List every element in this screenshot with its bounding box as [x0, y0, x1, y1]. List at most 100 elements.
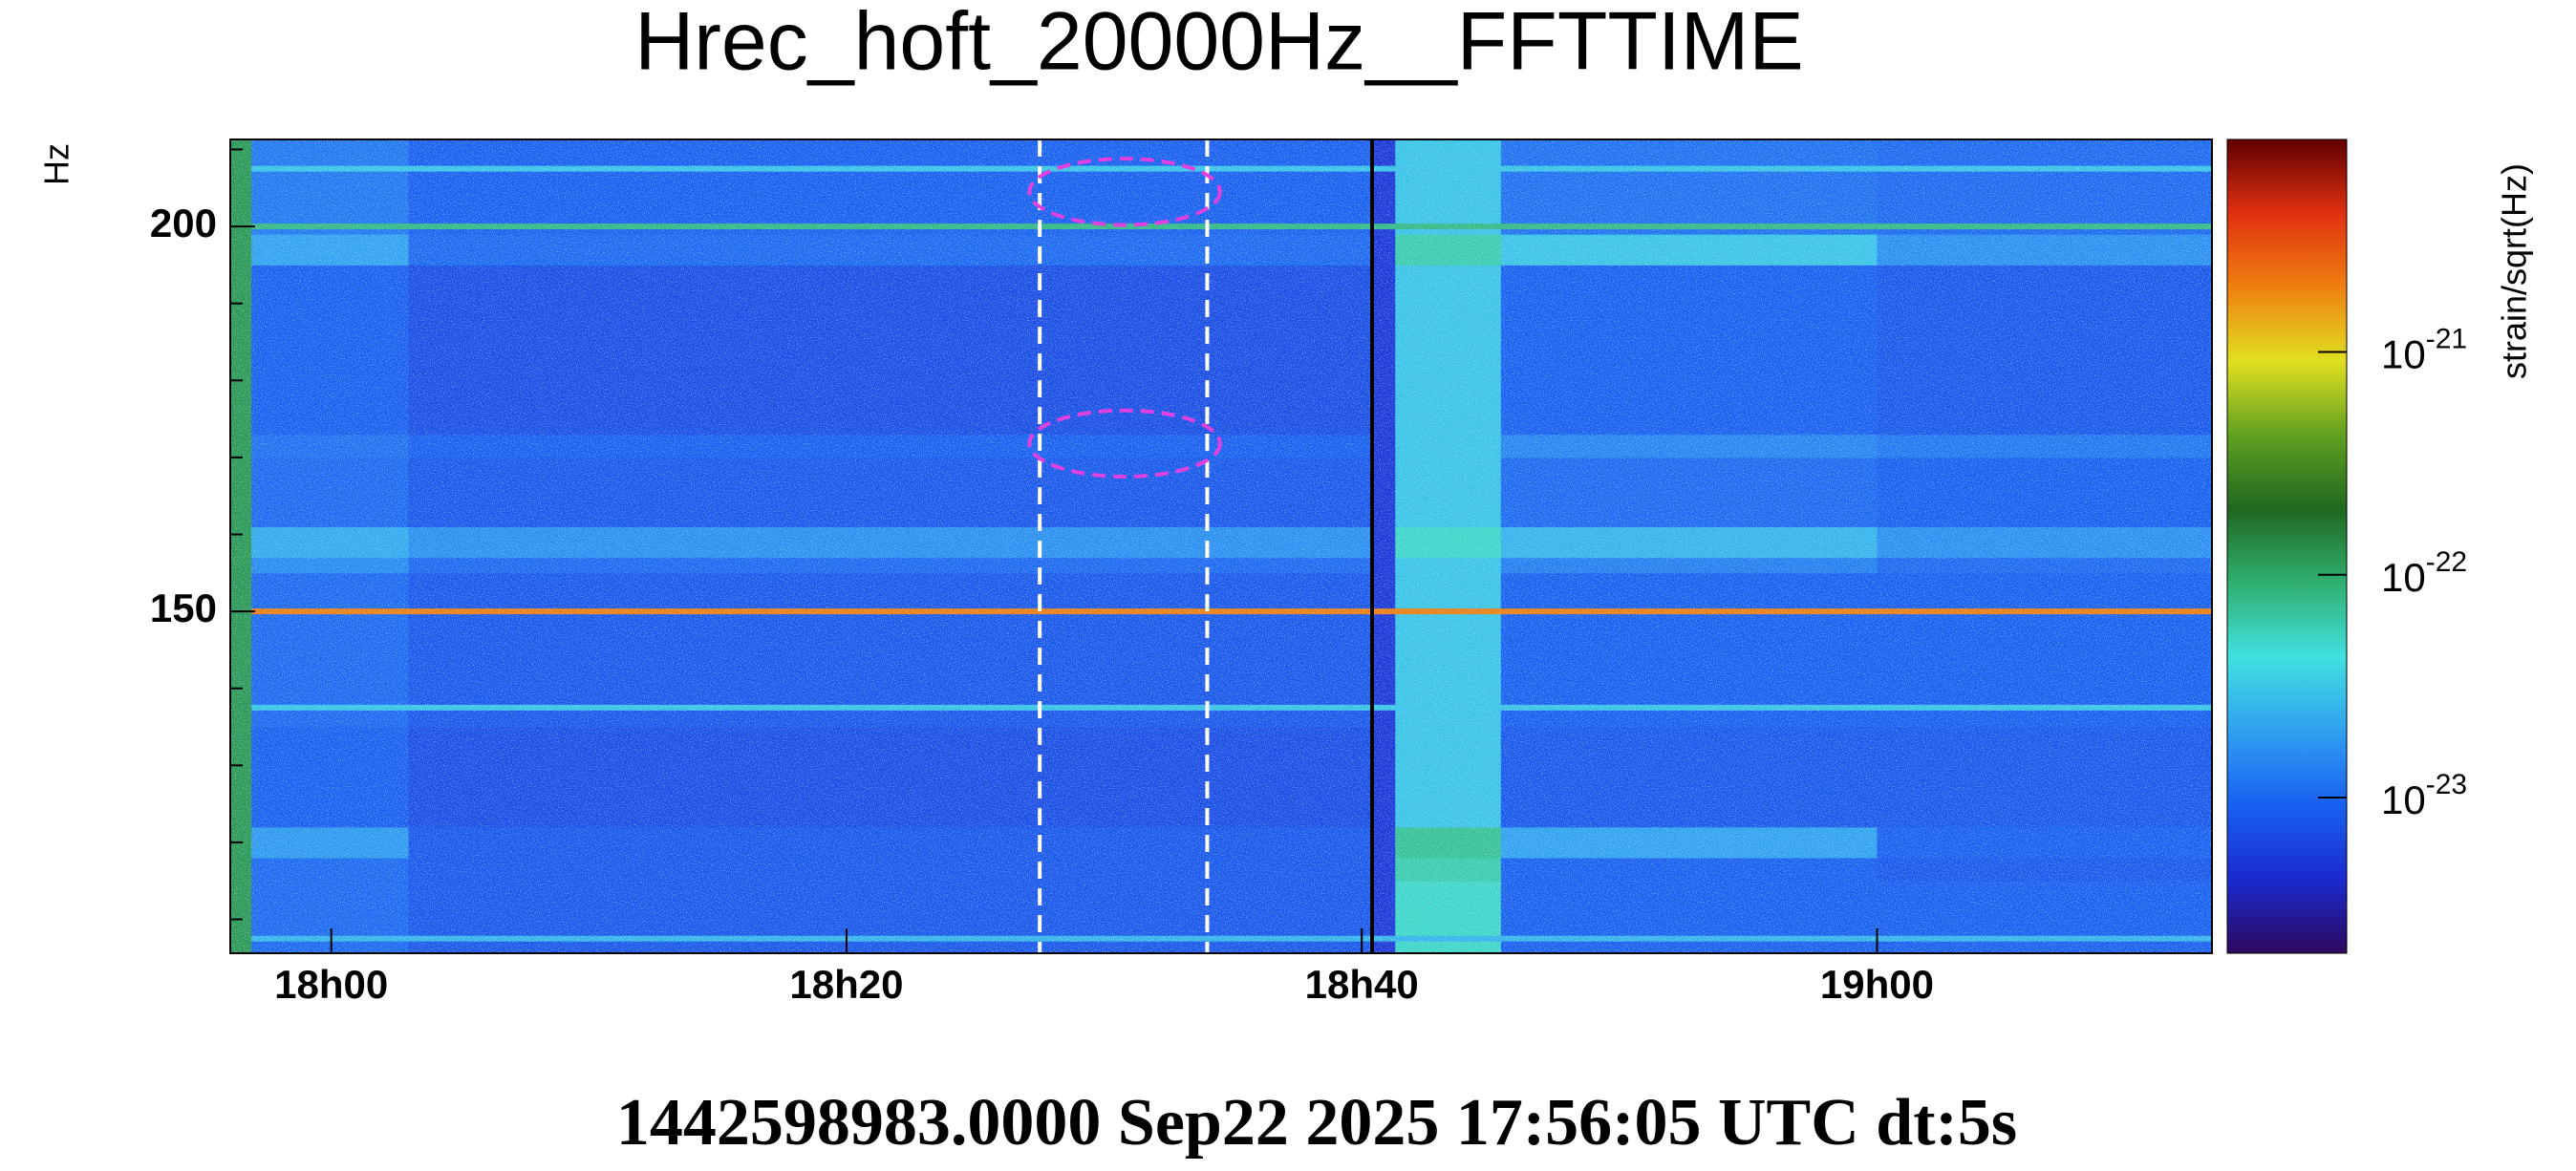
cell: [251, 434, 410, 458]
cell: [230, 234, 252, 266]
cell: [408, 727, 1373, 828]
cell: [1395, 457, 1502, 527]
cell: [251, 557, 410, 574]
spectral-line: [251, 608, 2212, 615]
cell: [1372, 526, 1396, 559]
cell: [408, 572, 1373, 728]
y-tick-label: 150: [150, 586, 217, 630]
cell: [1372, 434, 1396, 458]
cell: [1395, 826, 1502, 859]
cell: [1372, 557, 1396, 574]
spectral-line: [251, 704, 2212, 711]
footer: 1442598983.0000 Sep22 2025 17:56:05 UTC …: [616, 1086, 2017, 1160]
cell: [408, 858, 1373, 882]
colorbar-tick-label: 10-21: [2381, 323, 2467, 376]
y-axis-label: Hz: [37, 143, 76, 185]
cell: [251, 572, 410, 728]
cell: [230, 557, 252, 574]
cell: [408, 881, 1373, 953]
spectral-line: [251, 224, 2212, 230]
x-tick-label: 18h20: [789, 962, 903, 1007]
cell: [1877, 139, 2212, 235]
cell: [408, 457, 1373, 527]
plot-frame: [229, 138, 2213, 954]
cell: [1395, 881, 1502, 953]
tick-exponent: -23: [2426, 769, 2467, 800]
cell: [1500, 457, 1878, 527]
cell: [1395, 858, 1502, 882]
cell: [1500, 434, 1878, 458]
colorbar: [2226, 138, 2348, 954]
colorbar-tick-label: 10-22: [2381, 546, 2467, 600]
cell: [1395, 434, 1502, 458]
cell: [1877, 858, 2212, 882]
cell: [1395, 727, 1502, 828]
cell: [1877, 234, 2212, 266]
spectral-line: [251, 935, 2212, 942]
spectral-line: [251, 165, 2212, 172]
tick-base: 10: [2381, 777, 2426, 822]
cell: [230, 526, 252, 559]
cell: [1395, 234, 1502, 266]
cell: [1877, 727, 2212, 828]
cell: [1877, 526, 2212, 559]
cell: [1372, 234, 1396, 266]
cell: [1500, 526, 1878, 559]
cell: [408, 434, 1373, 458]
cell: [1500, 234, 1878, 266]
cell: [1372, 457, 1396, 527]
cell: [1372, 265, 1396, 436]
cell: [251, 234, 410, 266]
cell: [1877, 826, 2212, 859]
cell: [1877, 557, 2212, 574]
cell: [1395, 139, 1502, 235]
cell: [1877, 572, 2212, 728]
cell: [230, 881, 252, 953]
cell: [251, 727, 410, 828]
tick-base: 10: [2381, 332, 2426, 377]
cell: [408, 234, 1373, 266]
cell: [1877, 265, 2212, 436]
cell: [1500, 858, 1878, 882]
cell: [1372, 572, 1396, 728]
cell: [230, 139, 252, 235]
cell: [1395, 265, 1502, 436]
cell: [230, 265, 252, 436]
cell: [1372, 858, 1396, 882]
tick-base: 10: [2381, 555, 2426, 600]
cell: [251, 858, 410, 882]
marker-ellipse: [1027, 408, 1222, 479]
cell: [408, 265, 1373, 436]
x-tick-label: 18h40: [1305, 962, 1419, 1007]
cell: [408, 826, 1373, 859]
cell: [1395, 572, 1502, 728]
cell: [408, 139, 1373, 235]
cell: [251, 457, 410, 527]
x-tick-label: 18h00: [274, 962, 388, 1007]
cell: [1372, 826, 1396, 859]
cell: [251, 526, 410, 559]
annotations: [1027, 139, 1375, 953]
cell: [230, 572, 252, 728]
cell: [1372, 139, 1396, 235]
cell: [1877, 434, 2212, 458]
cell: [1372, 881, 1396, 953]
marker-ellipse: [1027, 157, 1222, 227]
cell: [251, 139, 410, 235]
colorbar-tick-label: 10-23: [2381, 769, 2467, 822]
x-tick-label: 19h00: [1820, 962, 1934, 1007]
cell: [1500, 265, 1878, 436]
tick-exponent: -22: [2426, 546, 2467, 578]
tick-exponent: -21: [2426, 323, 2467, 354]
cell: [1877, 457, 2212, 527]
heatmap: [230, 139, 2212, 953]
cell: [1500, 881, 1878, 953]
cell: [408, 557, 1373, 574]
cell: [1500, 727, 1878, 828]
cell: [1500, 572, 1878, 728]
cell: [251, 881, 410, 953]
cell: [230, 434, 252, 458]
cell: [1500, 826, 1878, 859]
cell: [1500, 557, 1878, 574]
